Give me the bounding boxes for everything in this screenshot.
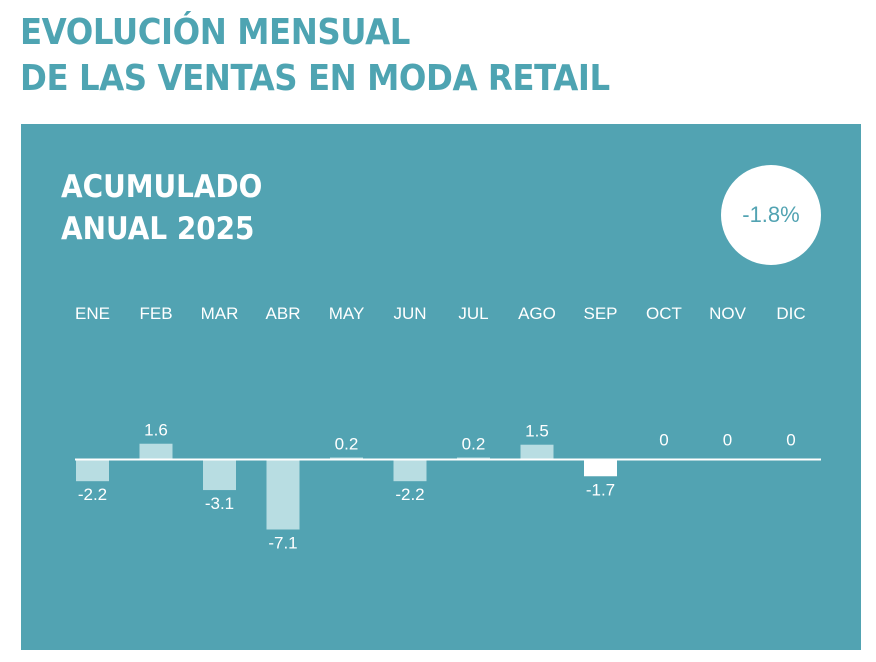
data-label: 0.2	[462, 435, 486, 454]
data-label: 0	[723, 431, 732, 450]
x-tick-label: JUN	[393, 304, 426, 323]
bar-chart: ENE FEB MAR ABR MAY JUN JUL AGO SEP OCT NOV DIC -2.2…	[75, 304, 821, 553]
data-label: 0.2	[335, 435, 359, 454]
data-label: 1.6	[144, 421, 168, 440]
x-tick-label: ABR	[266, 304, 301, 323]
x-tick-label: JUL	[458, 304, 488, 323]
bar	[266, 459, 300, 530]
x-tick-label: FEB	[139, 304, 172, 323]
chart-title-line-2: DE LAS VENTAS EN MODA RETAIL	[20, 58, 610, 99]
x-tick-label: SEP	[583, 304, 617, 323]
total-badge-value: -1.8%	[742, 202, 800, 227]
x-tick-label: ENE	[75, 304, 110, 323]
bar	[393, 459, 427, 482]
chart-panel: ACUMULADO ANUAL 2025 -1.8% ENE FEB MAR ABR M…	[21, 124, 861, 650]
total-badge: -1.8%	[721, 165, 821, 265]
bar	[76, 459, 109, 482]
x-tick-label: DIC	[776, 304, 805, 323]
data-label: -3.1	[205, 494, 234, 513]
data-label: 1.5	[525, 422, 549, 441]
bar	[139, 443, 173, 460]
x-tick-label: OCT	[646, 304, 682, 323]
chart-subtitle: ACUMULADO ANUAL 2025	[61, 166, 262, 250]
x-tick-label: AGO	[518, 304, 556, 323]
chart-subtitle-line-2: ANUAL 2025	[61, 211, 255, 247]
bar	[584, 459, 617, 477]
x-tick-label: MAY	[329, 304, 365, 323]
x-tick-label: NOV	[709, 304, 747, 323]
bar	[203, 459, 236, 491]
data-label: -1.7	[586, 480, 615, 499]
data-label: -2.2	[395, 485, 424, 504]
chart-title: EVOLUCIÓN MENSUAL DE LAS VENTAS EN MODA …	[20, 10, 610, 102]
data-label: 0	[786, 431, 795, 450]
x-tick-label: MAR	[201, 304, 239, 323]
chart-title-line-1: EVOLUCIÓN MENSUAL	[20, 12, 410, 53]
chart-subtitle-line-1: ACUMULADO	[61, 169, 263, 205]
data-label: -2.2	[78, 485, 107, 504]
bar	[520, 444, 554, 460]
data-label: -7.1	[268, 534, 297, 553]
data-label: 0	[659, 431, 668, 450]
